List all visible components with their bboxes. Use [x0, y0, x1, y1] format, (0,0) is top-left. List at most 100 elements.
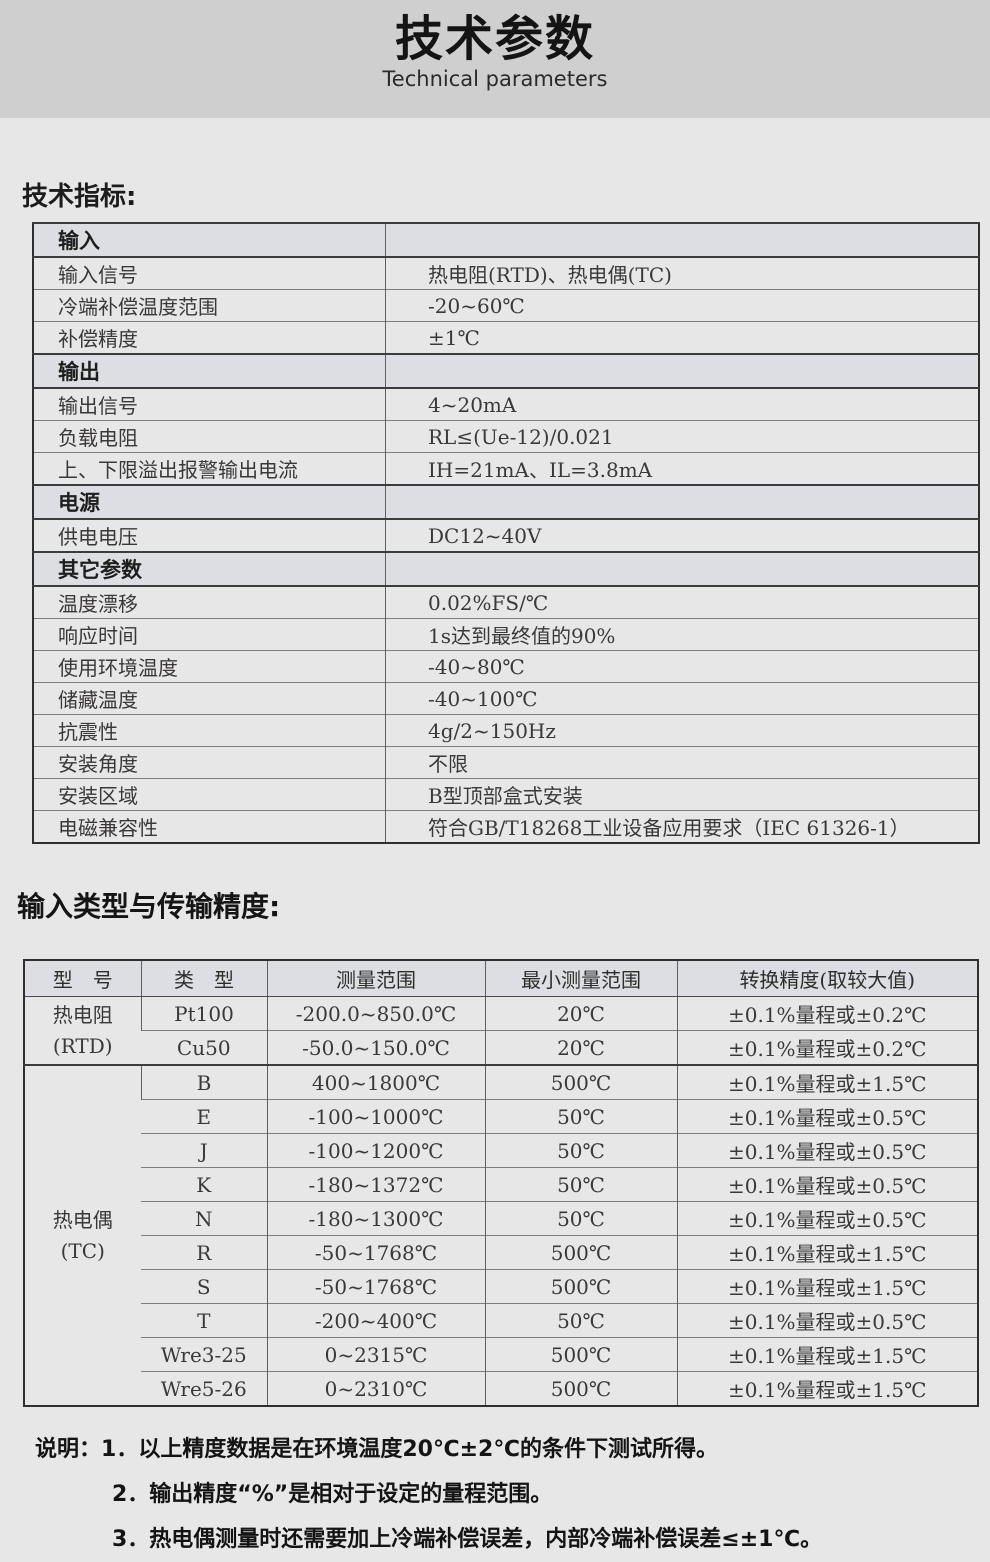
sensor-type-cell: B [140, 1064, 267, 1100]
accuracy-cell: ±0.1%量程或±0.5℃ [676, 1133, 978, 1168]
spec-value-cell [385, 551, 979, 587]
sensor-type-cell: Wre5-26 [141, 1371, 267, 1406]
spec-section-row: 电源 [33, 484, 979, 520]
spec-label-cell: 输入信号 [33, 256, 386, 290]
notes-block: 说明：1．以上精度数据是在环境温度20℃±2℃的条件下测试所得。 2．输出精度“… [35, 1427, 990, 1562]
spec-value-cell: DC12~40V [385, 518, 979, 552]
sensor-type-cell: Pt100 [140, 996, 267, 1031]
spec-label-cell: 补偿精度 [33, 321, 386, 354]
measure-range-cell: -180~1372℃ [266, 1167, 485, 1202]
type-col-header: 类 型 [140, 960, 267, 997]
spec-data-row: 抗震性 4g/2~150Hz [33, 714, 979, 747]
measure-range-cell: -200~400℃ [266, 1303, 485, 1338]
accuracy-cell: ±0.1%量程或±1.5℃ [676, 1235, 978, 1270]
measure-range-cell: -200.0~850.0℃ [266, 996, 485, 1031]
spec-value-cell: 4~20mA [385, 387, 979, 421]
spec-label-cell: 储藏温度 [33, 682, 386, 715]
min-range-cell: 500℃ [484, 1269, 677, 1304]
spec-label-cell: 冷端补偿温度范围 [33, 289, 386, 322]
min-range-cell: 20℃ [484, 1030, 677, 1065]
min-range-cell: 500℃ [484, 1235, 677, 1270]
spec-data-row: 储藏温度 -40~100℃ [33, 682, 979, 715]
spec-label-cell: 其它参数 [33, 551, 386, 587]
type-data-row: N -180~1300℃ 50℃ ±0.1%量程或±0.5℃ [24, 1201, 978, 1236]
type-col-header: 测量范围 [266, 960, 485, 997]
spec-data-row: 补偿精度 ±1℃ [33, 321, 979, 354]
measure-range-cell: -100~1200℃ [266, 1133, 485, 1168]
measure-range-cell: -100~1000℃ [266, 1099, 485, 1134]
spec-data-row: 安装角度 不限 [33, 746, 979, 779]
type-data-row: Cu50 -50.0~150.0℃ 20℃ ±0.1%量程或±0.2℃ [24, 1030, 978, 1065]
accuracy-cell: ±0.1%量程或±0.5℃ [676, 1099, 978, 1134]
sensor-type-cell: E [141, 1099, 267, 1134]
sensor-type-cell: T [141, 1303, 267, 1338]
spec-value-cell: ±1℃ [385, 321, 979, 354]
spec-data-row: 供电电压 DC12~40V [33, 518, 979, 552]
min-range-cell: 50℃ [484, 1099, 677, 1134]
accuracy-cell: ±0.1%量程或±0.5℃ [676, 1201, 978, 1236]
type-table-header-row: 型 号类 型测量范围 最小测量范围 转换精度(取较大值) [24, 960, 978, 997]
type-data-row: J -100~1200℃ 50℃ ±0.1%量程或±0.5℃ [24, 1133, 978, 1168]
spec-value-cell: 不限 [385, 746, 979, 779]
spec-section-row: 其它参数 [33, 551, 979, 587]
note-line: 2．输出精度“%”是相对于设定的量程范围。 [112, 1482, 553, 1507]
spec-data-row: 响应时间 1s达到最终值的90% [33, 618, 979, 651]
spec-value-cell [385, 484, 979, 520]
spec-label-cell: 输出 [33, 353, 386, 389]
min-range-cell: 20℃ [484, 996, 677, 1031]
type-data-row: E -100~1000℃ 50℃ ±0.1%量程或±0.5℃ [24, 1099, 978, 1134]
note-line: 说明：1．以上精度数据是在环境温度20℃±2℃的条件下测试所得。 [35, 1427, 990, 1472]
type-data-row: Wre3-25 0~2315℃ 500℃ ±0.1%量程或±1.5℃ [24, 1337, 978, 1372]
sensor-type-cell: N [141, 1201, 267, 1236]
accuracy-cell: ±0.1%量程或±1.5℃ [676, 1371, 978, 1406]
measure-range-cell: 0~2310℃ [266, 1371, 485, 1406]
measure-range-cell: -50~1768℃ [266, 1269, 485, 1304]
spec-data-row: 安装区域 B型顶部盒式安装 [33, 778, 979, 811]
spec-data-row: 输入信号 热电阻(RTD)、热电偶(TC) [33, 256, 979, 290]
spec-value-cell: 1s达到最终值的90% [385, 618, 979, 651]
accuracy-cell: ±0.1%量程或±0.2℃ [676, 1030, 978, 1065]
page-header-band: 技术参数 Technical parameters [0, 0, 990, 118]
spec-value-cell: 热电阻(RTD)、热电偶(TC) [385, 256, 979, 290]
note-text: 1．以上精度数据是在环境温度20℃±2℃的条件下测试所得。 [101, 1437, 718, 1462]
measure-range-cell: -180~1300℃ [266, 1201, 485, 1236]
spec-data-row: 输出信号 4~20mA [33, 387, 979, 421]
spec-section-heading: 技术指标: [22, 182, 137, 212]
min-range-cell: 50℃ [484, 1167, 677, 1202]
sensor-model-line: 热电阻 [52, 1002, 113, 1027]
sensor-model-line: (TC) [60, 1238, 105, 1263]
spec-section-row: 输入 [33, 222, 979, 258]
spec-label-cell: 供电电压 [33, 518, 386, 552]
type-col-header: 型 号 [24, 960, 141, 997]
min-range-cell: 50℃ [484, 1133, 677, 1168]
sensor-type-cell: Cu50 [141, 1030, 267, 1065]
measure-range-cell: -50.0~150.0℃ [266, 1030, 485, 1065]
spec-label-cell: 上、下限溢出报警输出电流 [33, 452, 386, 485]
spec-section-row: 输出 [33, 353, 979, 389]
sensor-type-cell: S [141, 1269, 267, 1304]
spec-label-cell: 响应时间 [33, 618, 386, 651]
type-data-row: 热电阻 (RTD) Pt100 -200.0~850.0℃ 20℃ ±0.1%量程或±0.… [24, 996, 978, 1058]
spec-value-cell: -20~60℃ [385, 289, 979, 322]
type-data-row: K -180~1372℃ 50℃ ±0.1%量程或±0.5℃ [24, 1167, 978, 1202]
spec-label-cell: 电源 [33, 484, 386, 520]
sensor-type-cell: K [141, 1167, 267, 1202]
spec-value-cell [385, 353, 979, 389]
accuracy-cell: ±0.1%量程或±0.5℃ [676, 1303, 978, 1338]
measure-range-cell: -50~1768℃ [266, 1235, 485, 1270]
sensor-type-cell: Wre3-25 [141, 1337, 267, 1372]
spec-data-row: 负载电阻 RL≤(Ue-12)/0.021 [33, 420, 979, 453]
type-data-row: R -50~1768℃ 500℃ ±0.1%量程或±1.5℃ [24, 1235, 978, 1270]
spec-label-cell: 电磁兼容性 [33, 810, 386, 843]
spec-label-cell: 输出信号 [33, 387, 386, 421]
page-title: 技术参数 [394, 11, 595, 67]
accuracy-cell: ±0.1%量程或±0.2℃ [676, 996, 978, 1031]
sensor-model-cell: 热电偶 (TC) [24, 1064, 141, 1406]
type-accuracy-table: 型 号类 型测量范围 最小测量范围 转换精度(取较大值) 热电阻 (RTD) Pt100… [23, 959, 979, 1407]
sensor-model-line: 热电偶 [52, 1207, 113, 1232]
type-data-row: S -50~1768℃ 500℃ ±0.1%量程或±1.5℃ [24, 1269, 978, 1304]
type-col-header: 最小测量范围 [484, 960, 677, 997]
type-col-header: 转换精度(取较大值) [676, 960, 978, 997]
accuracy-cell: ±0.1%量程或±1.5℃ [676, 1269, 978, 1304]
measure-range-cell: 0~2315℃ [266, 1337, 485, 1372]
